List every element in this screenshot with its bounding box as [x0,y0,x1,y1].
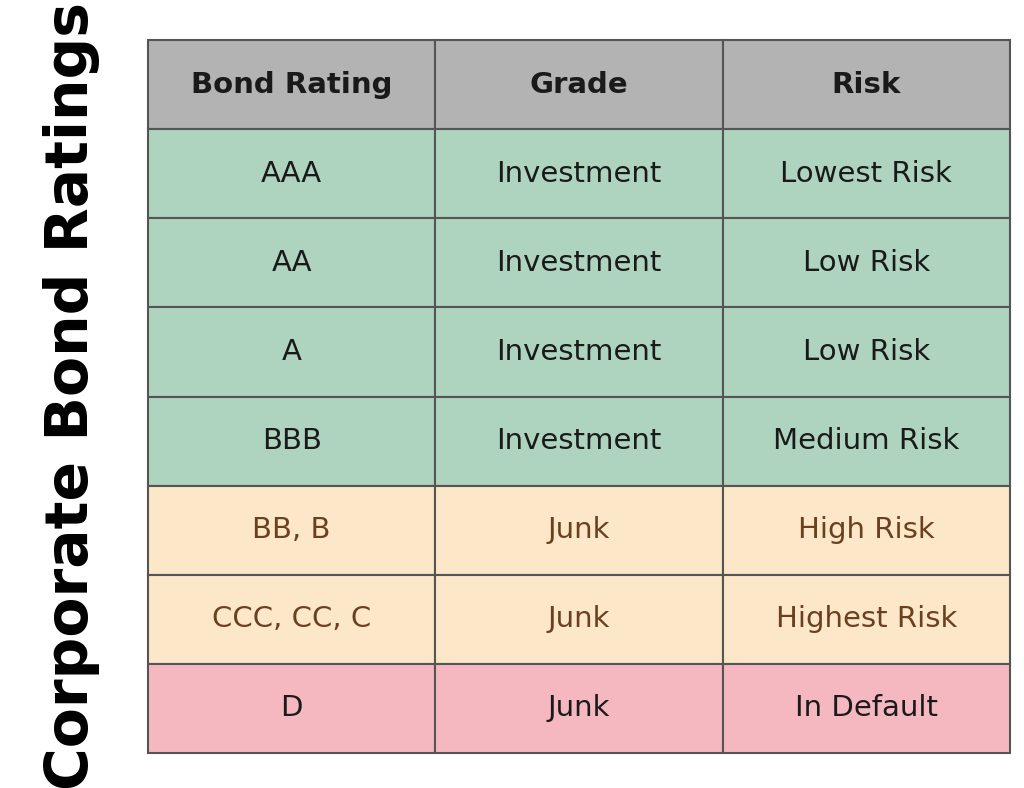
Text: D: D [281,694,303,723]
Text: High Risk: High Risk [798,516,935,545]
Bar [723,218,1010,307]
Bar [435,218,723,307]
Bar [435,307,723,396]
Text: BBB: BBB [262,427,322,455]
Bar [148,396,435,485]
Text: Junk: Junk [548,516,610,545]
Bar [148,485,435,574]
Bar [723,396,1010,485]
Bar [723,485,1010,574]
Text: Low Risk: Low Risk [803,338,930,366]
Bar [148,574,435,663]
Text: Junk: Junk [548,694,610,723]
Bar [435,40,723,129]
Text: Investment: Investment [497,249,662,277]
Bar [435,663,723,753]
Bar [435,485,723,574]
Text: Medium Risk: Medium Risk [773,427,959,455]
Bar [723,307,1010,396]
Text: CCC, CC, C: CCC, CC, C [212,605,372,634]
Text: Corporate Bond Ratings: Corporate Bond Ratings [43,2,100,788]
Bar [435,396,723,485]
Text: Highest Risk: Highest Risk [775,605,957,634]
Bar [148,218,435,307]
Text: AAA: AAA [261,160,323,188]
Text: Investment: Investment [497,338,662,366]
Bar [148,40,435,129]
Text: BB, B: BB, B [253,516,331,545]
Text: AA: AA [271,249,312,277]
Bar [723,663,1010,753]
Bar [148,307,435,396]
Text: A: A [282,338,302,366]
Text: Bond Rating: Bond Rating [190,71,392,98]
Bar [435,129,723,218]
Bar [148,129,435,218]
Text: Lowest Risk: Lowest Risk [780,160,952,188]
Text: Grade: Grade [529,71,629,98]
Bar [435,574,723,663]
Text: Risk: Risk [831,71,901,98]
Text: Investment: Investment [497,160,662,188]
Text: Low Risk: Low Risk [803,249,930,277]
Text: In Default: In Default [795,694,938,723]
Text: Investment: Investment [497,427,662,455]
Bar [723,40,1010,129]
Text: Junk: Junk [548,605,610,634]
Bar [723,574,1010,663]
Bar [148,663,435,753]
Bar [723,129,1010,218]
